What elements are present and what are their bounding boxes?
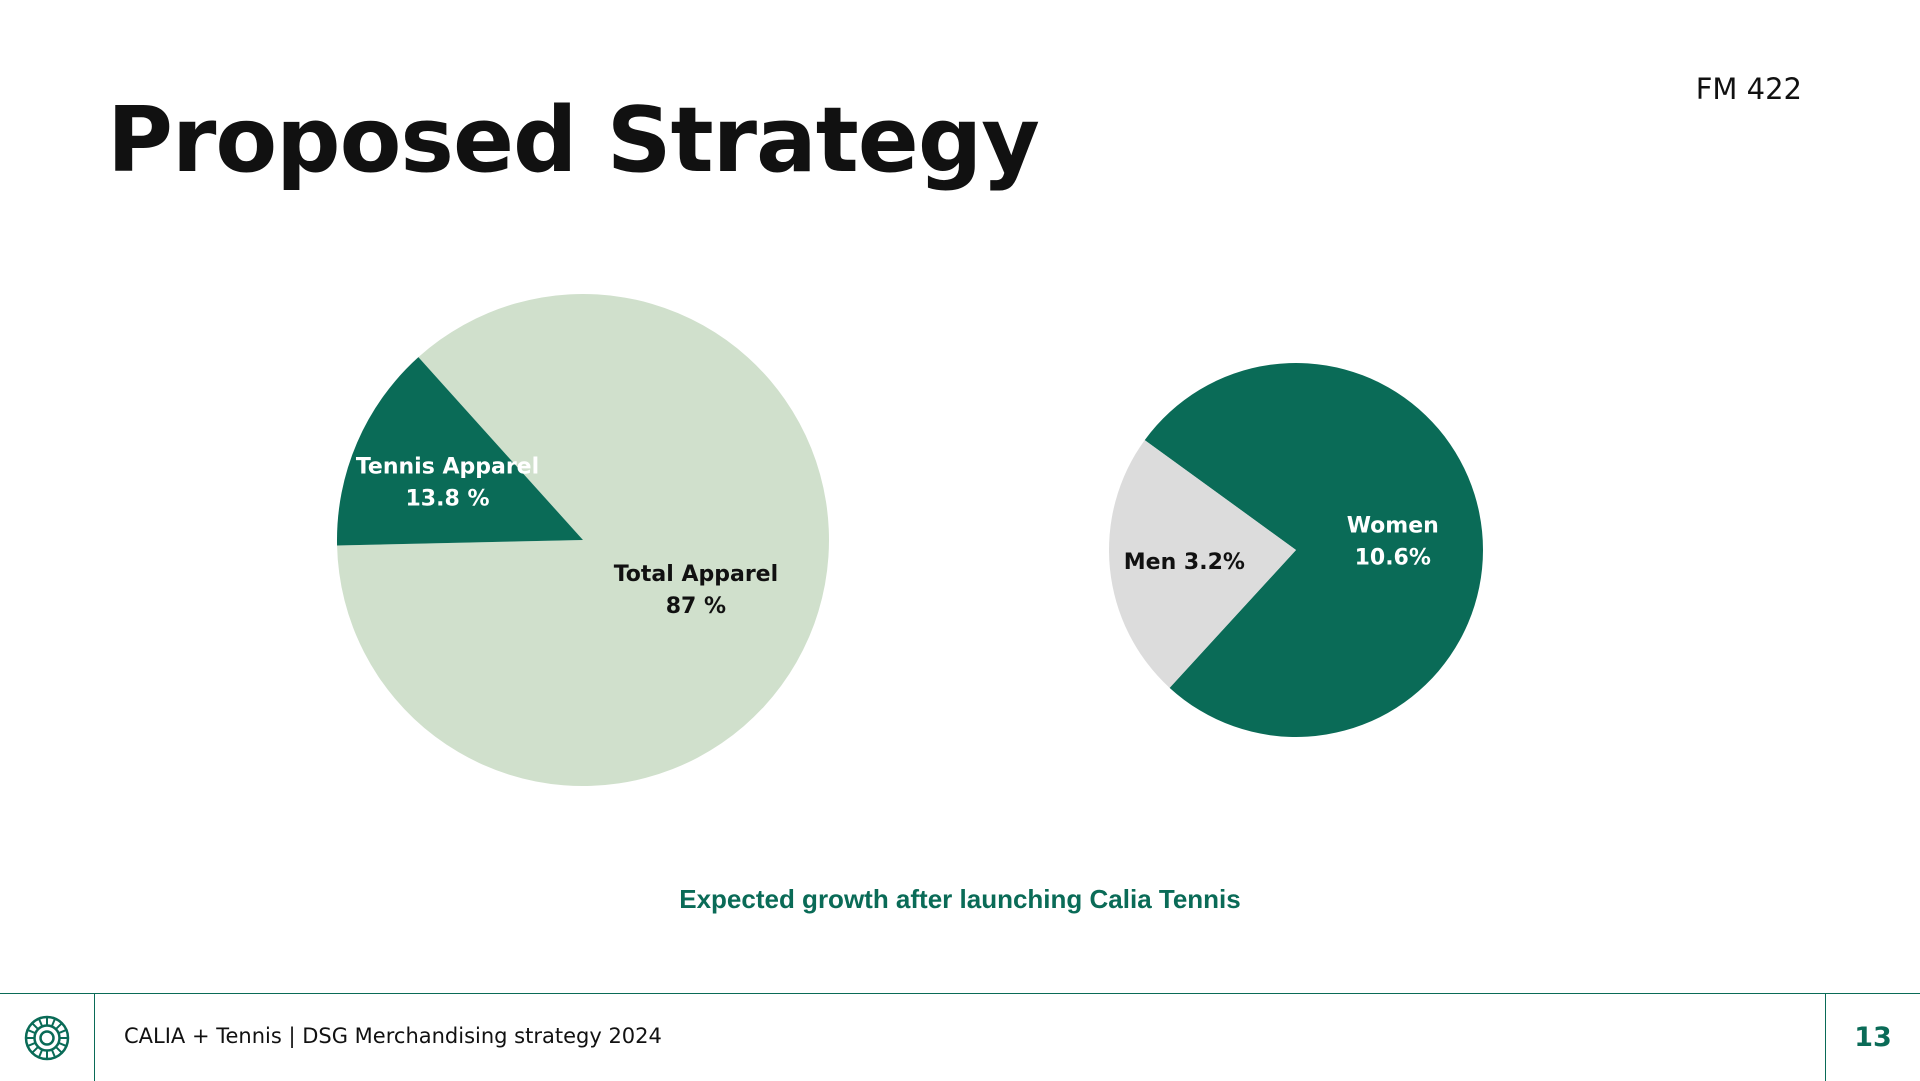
label-tennis-apparel-line: Tennis Apparel <box>356 454 539 479</box>
slice-men <box>1109 440 1296 688</box>
page-number: 13 <box>1854 1022 1892 1053</box>
label-women-line: 10.6% <box>1355 545 1431 570</box>
label-total-apparel: Total Apparel 87 % <box>614 562 778 619</box>
footer: CALIA + Tennis | DSG Merchandising strat… <box>0 993 1920 1081</box>
label-tennis-apparel-line: 13.8 % <box>406 486 490 511</box>
course-code: FM 422 <box>1695 72 1802 106</box>
calia-logo-icon <box>24 1015 70 1060</box>
label-women-line: Women <box>1347 513 1439 538</box>
page-title: Proposed Strategy <box>107 88 1040 193</box>
label-tennis-apparel: Tennis Apparel 13.8 % <box>356 454 539 511</box>
slice-tennis-apparel <box>336 357 583 546</box>
label-men-line: Men 3.2% <box>1124 550 1245 575</box>
pie-charts: Total Apparel 87 % Tennis Apparel 13.8 % Wo… <box>336 293 1484 786</box>
label-total-apparel-line: 87 % <box>666 594 726 619</box>
slice-women <box>1144 363 1484 738</box>
footer-logo <box>0 994 95 1081</box>
chart-caption: Expected growth after launching Calia Te… <box>679 884 1241 914</box>
pie-chart-gender: Women 10.6% Men 3.2% <box>1109 363 1484 738</box>
pie-chart-apparel: Total Apparel 87 % Tennis Apparel 13.8 % <box>336 293 830 786</box>
slice-total-apparel <box>337 293 830 786</box>
footer-text: CALIA + Tennis | DSG Merchandising strat… <box>124 1024 662 1048</box>
footer-page: 13 <box>1825 994 1920 1081</box>
label-women: Women 10.6% <box>1347 513 1439 570</box>
label-total-apparel-line: Total Apparel <box>614 562 778 587</box>
label-men: Men 3.2% <box>1124 550 1245 575</box>
